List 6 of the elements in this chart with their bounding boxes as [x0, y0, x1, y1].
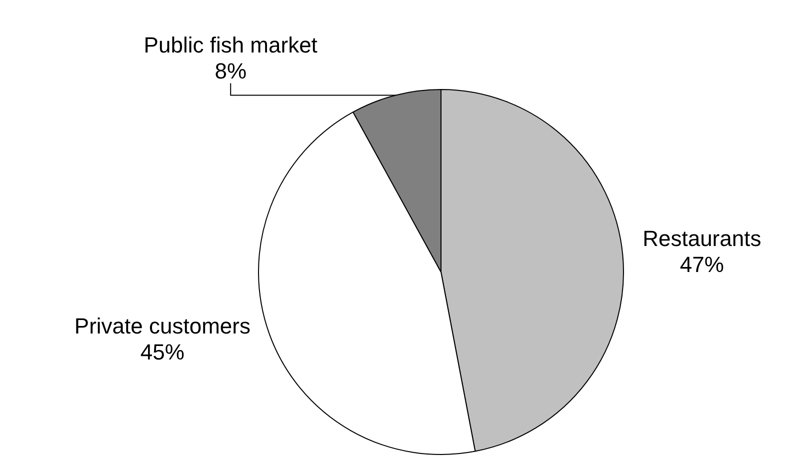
data-label: 8%: [214, 58, 247, 84]
slice-label: Public fish market: [144, 32, 318, 58]
data-label: 45%: [140, 340, 184, 365]
slice-label: Restaurants: [642, 226, 762, 252]
data-label: 47%: [680, 252, 724, 278]
slice-label: Private customers: [74, 314, 250, 339]
